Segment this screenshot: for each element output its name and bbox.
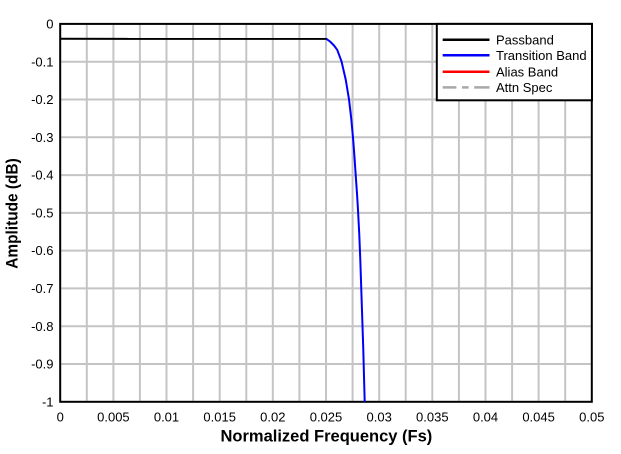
- svg-text:-0.6: -0.6: [31, 243, 53, 258]
- svg-text:0.05: 0.05: [579, 410, 604, 425]
- svg-text:Passband: Passband: [496, 32, 554, 47]
- svg-text:0.03: 0.03: [367, 410, 392, 425]
- svg-text:-0.1: -0.1: [31, 54, 53, 69]
- svg-text:0: 0: [46, 17, 53, 32]
- svg-text:0.015: 0.015: [203, 410, 236, 425]
- svg-text:-0.5: -0.5: [31, 206, 53, 221]
- svg-text:Attn Spec: Attn Spec: [496, 80, 553, 95]
- svg-text:0.02: 0.02: [260, 410, 285, 425]
- svg-text:Transition Band: Transition Band: [496, 48, 587, 63]
- svg-text:Alias Band: Alias Band: [496, 64, 558, 79]
- svg-text:0.01: 0.01: [154, 410, 179, 425]
- svg-text:-0.4: -0.4: [31, 168, 53, 183]
- svg-text:-0.7: -0.7: [31, 281, 53, 296]
- svg-text:0.035: 0.035: [416, 410, 449, 425]
- svg-text:-0.8: -0.8: [31, 319, 53, 334]
- svg-text:0: 0: [57, 410, 64, 425]
- svg-text:-0.2: -0.2: [31, 92, 53, 107]
- svg-text:0.025: 0.025: [310, 410, 343, 425]
- svg-text:0.04: 0.04: [473, 410, 498, 425]
- svg-text:0.005: 0.005: [97, 410, 130, 425]
- svg-text:-0.3: -0.3: [31, 130, 53, 145]
- svg-text:-1: -1: [42, 394, 54, 409]
- svg-text:Amplitude (dB): Amplitude (dB): [3, 158, 21, 269]
- svg-text:0.045: 0.045: [522, 410, 555, 425]
- svg-text:-0.9: -0.9: [31, 357, 53, 372]
- svg-text:Normalized Frequency (Fs): Normalized Frequency (Fs): [221, 428, 433, 446]
